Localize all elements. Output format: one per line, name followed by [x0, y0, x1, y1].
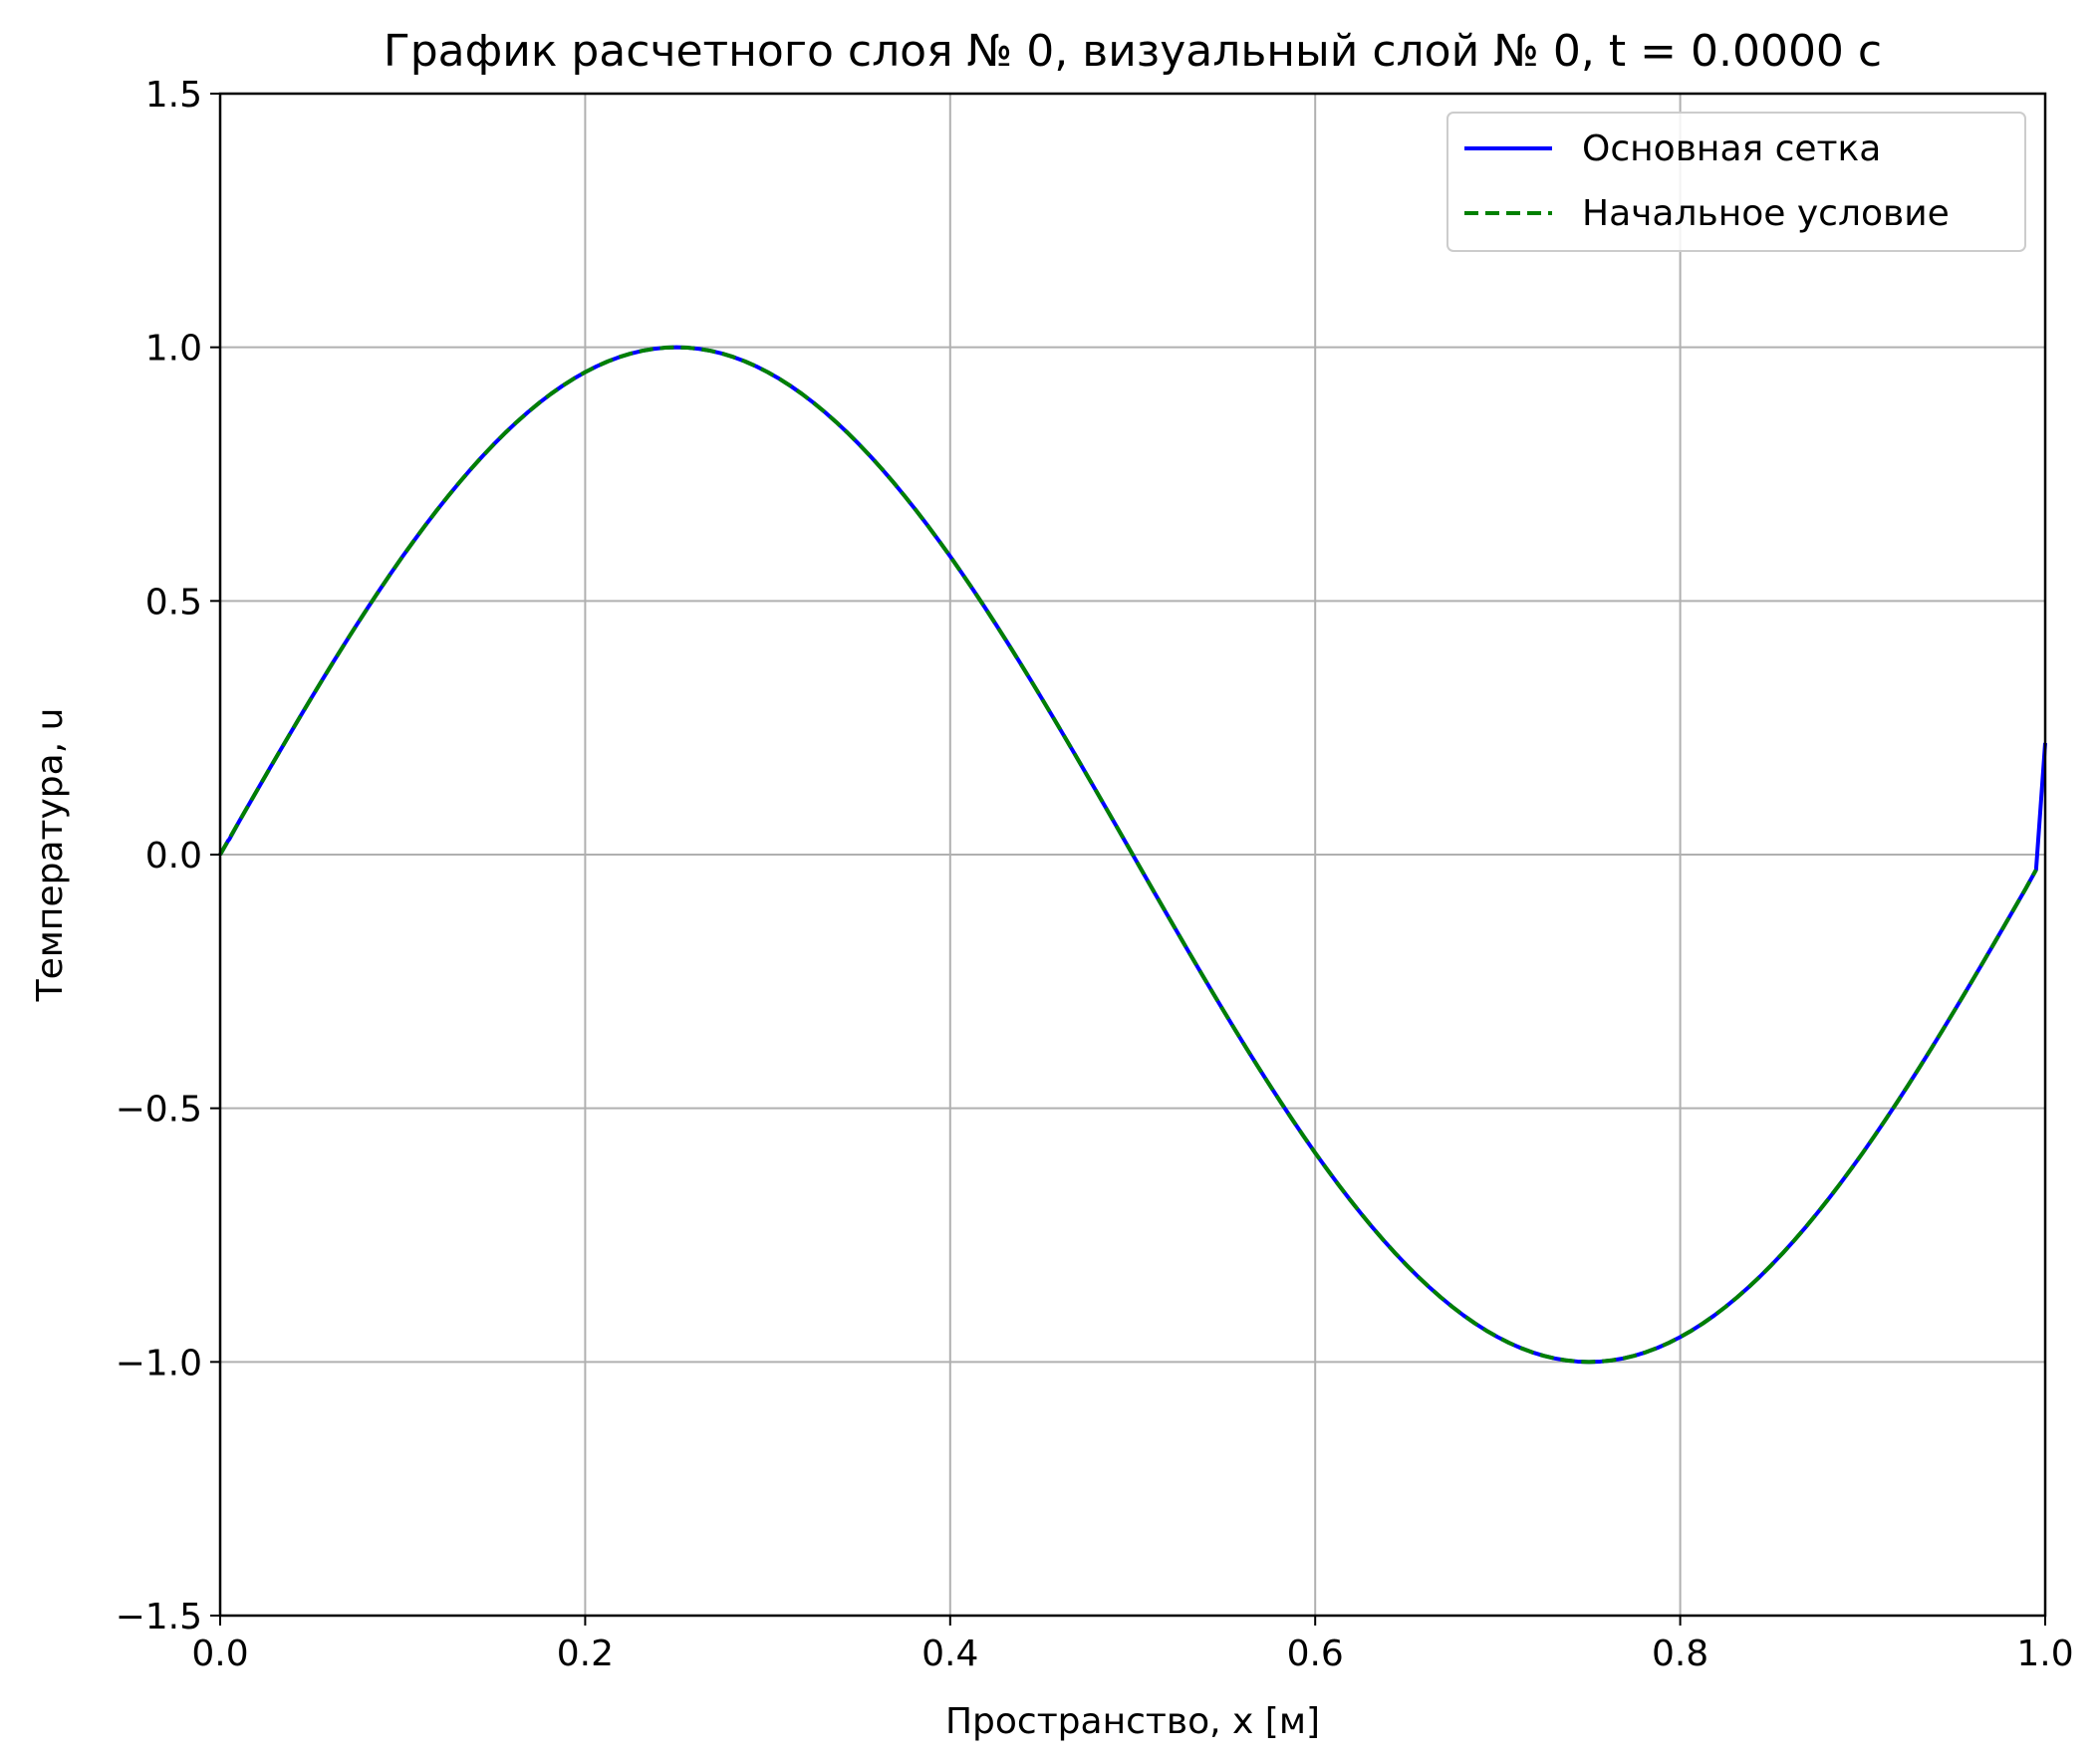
y-tick-label: −1.0 [116, 1343, 202, 1384]
y-tick-label: −1.5 [116, 1597, 202, 1637]
x-axis-ticks: 0.0 0.2 0.4 0.6 0.8 1.0 [191, 1616, 2074, 1674]
y-tick-label: 1.5 [145, 75, 202, 116]
x-tick-label: 0.0 [191, 1634, 248, 1674]
series-line-initial-condition [218, 345, 2038, 1365]
y-axis-ticks: −1.5 −1.0 −0.5 0.0 0.5 1.0 1.5 [116, 75, 220, 1637]
plot-lines [218, 345, 2047, 1365]
chart-title: График расчетного слоя № 0, визуальный с… [384, 26, 1882, 77]
x-axis-label: Пространство, x [м] [945, 1701, 1320, 1742]
x-tick-label: 0.8 [1652, 1634, 1708, 1674]
x-tick-label: 0.4 [921, 1634, 978, 1674]
y-axis-label: Температура, u [30, 708, 71, 1003]
y-tick-label: −0.5 [116, 1090, 202, 1131]
legend-label-initial-condition: Начальное условие [1582, 193, 1950, 234]
y-tick-label: 1.0 [145, 329, 202, 370]
legend-label-main-grid: Основная сетка [1582, 128, 1881, 169]
legend: Основная сетка Начальное условие [1446, 112, 2026, 252]
y-tick-label: 0.5 [145, 582, 202, 623]
x-tick-label: 1.0 [2016, 1634, 2073, 1674]
x-tick-label: 0.6 [1287, 1634, 1344, 1674]
x-tick-label: 0.2 [557, 1634, 614, 1674]
legend-box [1446, 112, 2026, 252]
y-tick-label: 0.0 [145, 836, 202, 877]
